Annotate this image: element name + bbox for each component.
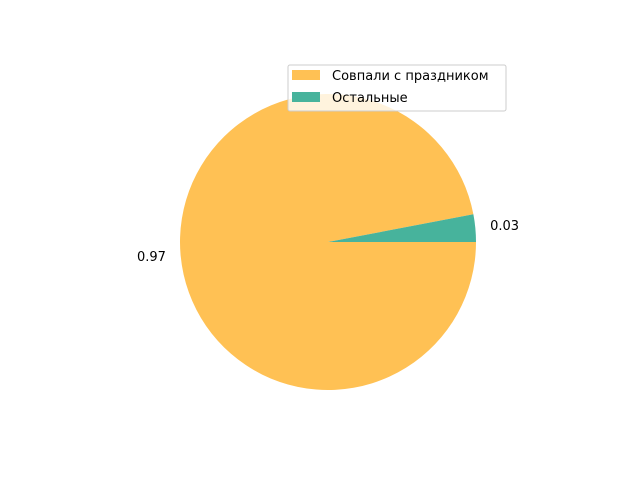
pie-slice-other xyxy=(328,214,476,242)
legend-swatch-holiday xyxy=(292,70,320,80)
pie-slice-labels: 0.97 0.03 xyxy=(137,219,519,265)
legend-label-holiday: Совпали с праздником xyxy=(332,69,489,84)
legend-frame xyxy=(287,64,507,112)
slice-label-other: 0.03 xyxy=(490,219,519,234)
legend-swatch-other xyxy=(292,92,320,102)
legend: Совпали с праздником Остальные xyxy=(287,64,507,112)
pie-slices xyxy=(179,94,477,391)
legend-label-other: Остальные xyxy=(332,91,408,106)
pie-slice-holiday xyxy=(179,94,477,391)
slice-label-holiday: 0.97 xyxy=(137,250,166,265)
